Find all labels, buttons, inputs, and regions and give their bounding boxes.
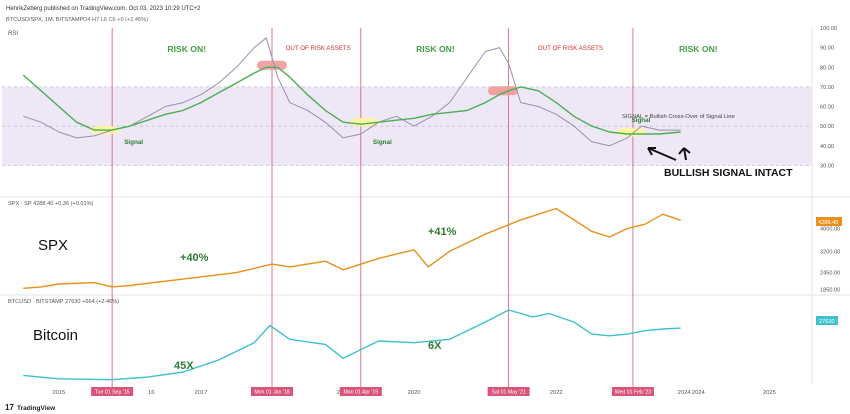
risk-on-label: RISK ON! [167,44,206,54]
bullish-signal-note: BULLISH SIGNAL INTACT [664,167,793,179]
rsi-y-tick-label: 80.00 [820,65,834,71]
rsi-y-tick-label: 90.00 [820,46,834,52]
spx-panel-label: SPX [38,237,68,254]
btc-gain-1: 45X [174,360,194,372]
btc-gain-2: 6X [428,340,442,352]
signal-word-label: Signal [124,139,143,146]
risk-off-label: OUT OF RISK ASSETS [538,45,603,52]
rsi-y-tick-label: 50.00 [820,124,834,130]
btc-line [23,309,681,381]
rsi-grid [2,86,812,166]
btc-panel-label: Bitcoin [33,327,78,344]
symbol-legend: BTCUSD/SPX, 1M, BITSTAMP [6,17,84,23]
signal-word-labels: Signal Signal Signal [124,117,650,146]
signal-word-label: Signal [373,139,392,146]
x-tick-label: 2025 [763,390,776,396]
btc-last-value-tag-bg [816,316,838,325]
bullish-arrow-left [647,147,677,161]
x-tick-label-partial: 16 [148,390,154,396]
signal-date-tag-bg [91,387,134,396]
rsi-y-tick-label: 40.00 [820,144,834,150]
spx-y-axis: 1850.00 2450.00 3200.00 4000.00 [820,226,840,293]
x-tick-label: 2022 [550,390,563,396]
x-tick-label: 2017 [194,390,207,396]
signal-date-tag: Wed 01 Feb '23 [615,390,651,396]
risk-on-label: RISK ON! [679,44,718,54]
rsi-y-axis: 30.00 40.00 50.00 60.00 70.00 80.00 90.00 100.0… [820,26,837,169]
spx-gain-1: +40% [180,252,209,264]
x-tick-label: 2020 [408,390,421,396]
signal-date-tag: Mon 01 Apr '19 [343,390,378,396]
top-marker [487,86,518,96]
signal-date-tag-bg [487,387,530,396]
series-lines [22,37,681,381]
spx-line [23,207,681,289]
publisher-line: HenrikZeberg published on TradingView.co… [6,6,201,12]
signal-date-tag: Sat 01 May '21 [491,390,526,396]
spx-y-tick-label: 2450.00 [820,271,840,277]
signal-date-tag-bg [611,387,654,396]
x-axis: 201520172019202020222024202516202024 [52,390,775,396]
rsi-y-tick-label: 100.00 [820,26,837,32]
spx-panel: SPX · SP 4288.40 +0.36 (+0.01%) SPX 1850… [8,201,840,294]
rsi-y-tick-label: 30.00 [820,163,834,169]
spx-y-tick-label: 1850.00 [820,288,840,294]
rsi-panel: RSI 30.00 40.00 50.00 60.00 70.00 80.00 90.00 1… [2,26,837,169]
rsi-title: RSI [8,31,18,37]
x-tick-label: 2015 [52,390,65,396]
spx-last-value-tag-bg [816,217,842,226]
btc-legend: BTCUSD · BITSTAMP 27630 +664 (+2.46%) [8,299,119,305]
tradingview-brand: TradingView [17,405,56,412]
x-tick-label: 2024 [692,390,706,396]
risk-on-label: RISK ON! [416,44,455,54]
spx-legend: SPX · SP 4288.40 +0.36 (+0.01%) [8,201,94,207]
signal-date-tag-bg [339,387,382,396]
signal-date-labels: Tue 01 Sep '15 Mon 01 Jan '18 Mon 01 Apr '… [91,387,654,396]
spx-y-tick-label: 4000.00 [820,226,840,232]
signal-line [22,66,681,135]
ohlc-legend: O4 H7 L6 C6 +0 (+2.45%) [83,17,148,23]
rsi-line [23,37,681,147]
risk-off-label: OUT OF RISK ASSETS [286,45,351,52]
rsi-y-tick-label: 60.00 [820,105,834,111]
signal-date-tag-bg [251,387,293,396]
top-marker [257,60,287,70]
btc-last-value-tag: 27630 [819,319,835,325]
spx-y-tick-label: 3200.00 [820,249,840,255]
signal-vertical-lines [111,28,634,387]
x-tick-label-partial: 2024 [678,390,692,396]
tradingview-logo: 17 [5,403,14,412]
signal-legend-note: SIGNAL = Bullish Cross-Over of Signal Li… [622,114,735,120]
btc-panel: BTCUSD · BITSTAMP 27630 +664 (+2.46%) Bi… [8,299,119,344]
regime-labels: RISK ON! OUT OF RISK ASSETS RISK ON! OUT OF… [167,44,717,54]
rsi-y-tick-label: 70.00 [820,85,834,91]
signal-word-label: Signal [632,117,651,124]
signal-date-tag: Tue 01 Sep '15 [95,390,130,396]
spx-last-value-tag: 4288.40 [818,220,838,226]
spx-gain-2: +41% [428,226,457,238]
signal-date-tag: Mon 01 Jan '18 [254,390,289,396]
bullish-arrow-right [678,147,691,161]
